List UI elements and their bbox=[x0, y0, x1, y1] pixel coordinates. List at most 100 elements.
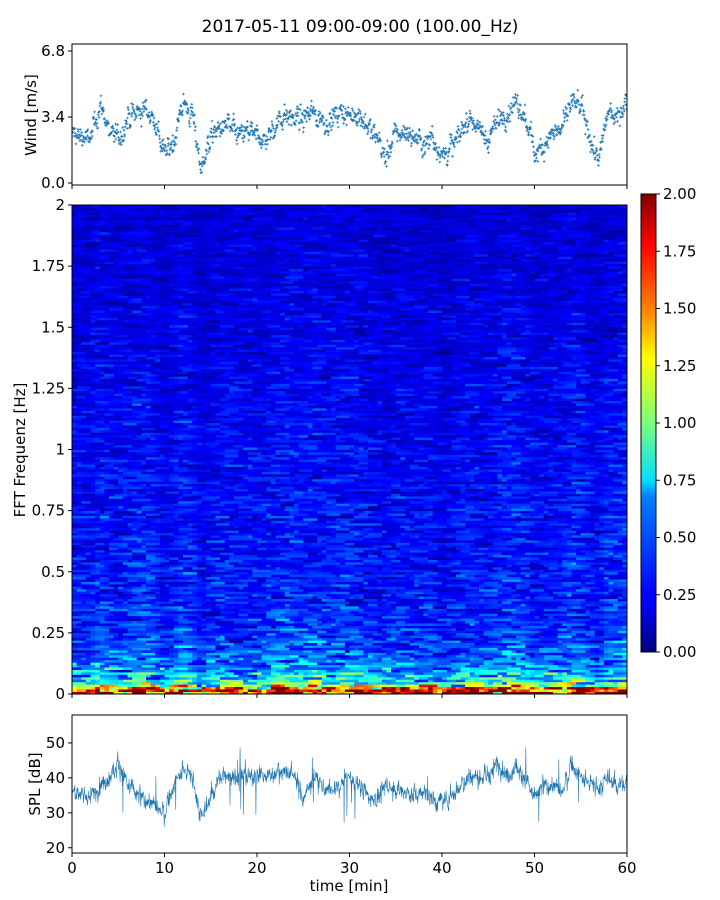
spectrogram-cell bbox=[530, 667, 535, 670]
spectrogram-cell bbox=[257, 667, 262, 670]
spectrogram-cell bbox=[548, 652, 553, 655]
spectrogram-cell bbox=[234, 626, 239, 629]
spectrogram-cell bbox=[567, 662, 572, 665]
spectrogram-cell bbox=[493, 655, 498, 658]
spectrogram-cell bbox=[109, 652, 114, 655]
spectrogram-cell bbox=[336, 682, 341, 685]
spectrogram-cell bbox=[202, 635, 207, 638]
spectrogram-cell bbox=[553, 623, 558, 626]
spectrogram-cell bbox=[548, 640, 553, 643]
spectrogram-cell bbox=[183, 626, 188, 629]
spectrogram-cell bbox=[211, 682, 216, 685]
spectrogram-cell bbox=[234, 645, 239, 648]
spectrogram-cell bbox=[313, 679, 318, 682]
spectrogram-cell bbox=[128, 682, 133, 685]
wind-point bbox=[508, 105, 511, 108]
spectrogram-cell bbox=[322, 652, 327, 655]
spectrogram-cell bbox=[95, 638, 100, 641]
wind-point bbox=[194, 129, 197, 132]
spectrogram-cell bbox=[465, 655, 470, 658]
spectrogram-cell bbox=[262, 689, 267, 692]
wind-point bbox=[159, 142, 162, 145]
spectrogram-cell bbox=[299, 640, 304, 643]
spectrogram-cell bbox=[461, 677, 466, 680]
spectrogram-cell bbox=[299, 648, 304, 651]
spectrogram-cell bbox=[95, 648, 100, 651]
spectrogram-cell bbox=[493, 684, 498, 687]
spectrogram-cell bbox=[95, 633, 100, 636]
spectrogram-cell bbox=[331, 689, 336, 692]
spectrogram-cell bbox=[137, 674, 142, 677]
spectrogram-cell bbox=[530, 662, 535, 665]
spectrogram-cell bbox=[104, 630, 109, 633]
spectrogram-cell bbox=[525, 626, 530, 629]
spectrogram-cell bbox=[576, 623, 581, 626]
spectrogram-cell bbox=[350, 626, 355, 629]
spectrogram-cell bbox=[317, 645, 322, 648]
spectrogram-cell bbox=[285, 665, 290, 668]
spectrogram-cell bbox=[160, 628, 165, 631]
spectrogram-cell bbox=[377, 635, 382, 638]
wind-point bbox=[527, 131, 530, 134]
spectrogram-cell bbox=[604, 623, 609, 626]
spectrogram-cell bbox=[128, 623, 133, 626]
spectrogram-cell bbox=[151, 643, 156, 646]
spectrogram-cell bbox=[317, 643, 322, 646]
spectrogram-cell bbox=[109, 638, 114, 641]
spectrogram-cell bbox=[202, 655, 207, 658]
spectrogram-cell bbox=[188, 670, 193, 673]
spectrogram-cell bbox=[382, 660, 387, 663]
spectrogram-cell bbox=[114, 665, 119, 668]
spectrogram-cell bbox=[294, 652, 299, 655]
wind-point bbox=[484, 130, 487, 133]
wind-point bbox=[217, 121, 220, 124]
spectrogram-cell bbox=[141, 630, 146, 633]
spectrogram-heatmap bbox=[72, 205, 627, 694]
spectrogram-cell bbox=[461, 648, 466, 651]
spectrogram-cell bbox=[313, 635, 318, 638]
spectrogram-cell bbox=[562, 630, 567, 633]
wind-point bbox=[74, 132, 77, 135]
spectrogram-cell bbox=[100, 689, 105, 692]
spectrogram-cell bbox=[299, 652, 304, 655]
spectrogram-cell bbox=[544, 623, 549, 626]
spectrogram-cell bbox=[197, 630, 202, 633]
spectrogram-cell bbox=[544, 660, 549, 663]
spectrogram-cell bbox=[548, 662, 553, 665]
spectrogram-cell bbox=[165, 662, 170, 665]
spectrogram-cell bbox=[132, 623, 137, 626]
spectrogram-cell bbox=[396, 621, 401, 624]
spectrogram-cell bbox=[507, 628, 512, 631]
spectrogram-cell bbox=[225, 626, 230, 629]
spectrogram-cell bbox=[474, 670, 479, 673]
spectrogram-cell bbox=[257, 650, 262, 653]
spectrogram-cell bbox=[465, 657, 470, 660]
spectrogram-cell bbox=[368, 672, 373, 675]
spectrogram-cell bbox=[239, 674, 244, 677]
spectrogram-cell bbox=[498, 640, 503, 643]
spectrogram-cell bbox=[474, 689, 479, 692]
spectrogram-cell bbox=[350, 687, 355, 690]
spectrogram-cell bbox=[243, 652, 248, 655]
spectrogram-cell bbox=[183, 621, 188, 624]
spectrogram-cell bbox=[308, 662, 313, 665]
spectrogram-cell bbox=[437, 662, 442, 665]
spectrogram-cell bbox=[160, 672, 165, 675]
spectrogram-cell bbox=[414, 621, 419, 624]
spectrogram-cell bbox=[331, 670, 336, 673]
spectrogram-cell bbox=[535, 667, 540, 670]
spectrogram-cell bbox=[206, 626, 211, 629]
spectrogram-cell bbox=[595, 648, 600, 651]
spectrogram-cell bbox=[285, 667, 290, 670]
spectrogram-cell bbox=[493, 679, 498, 682]
spectrogram-cell bbox=[470, 657, 475, 660]
spectrogram-cell bbox=[414, 635, 419, 638]
spectrogram-cell bbox=[433, 643, 438, 646]
spectrogram-cell bbox=[336, 674, 341, 677]
spectrogram-cell bbox=[410, 674, 415, 677]
spectrogram-cell bbox=[280, 640, 285, 643]
spectrogram-cell bbox=[165, 660, 170, 663]
spectrogram-cell bbox=[308, 665, 313, 668]
spectrogram-cell bbox=[382, 628, 387, 631]
spectrogram-cell bbox=[165, 682, 170, 685]
